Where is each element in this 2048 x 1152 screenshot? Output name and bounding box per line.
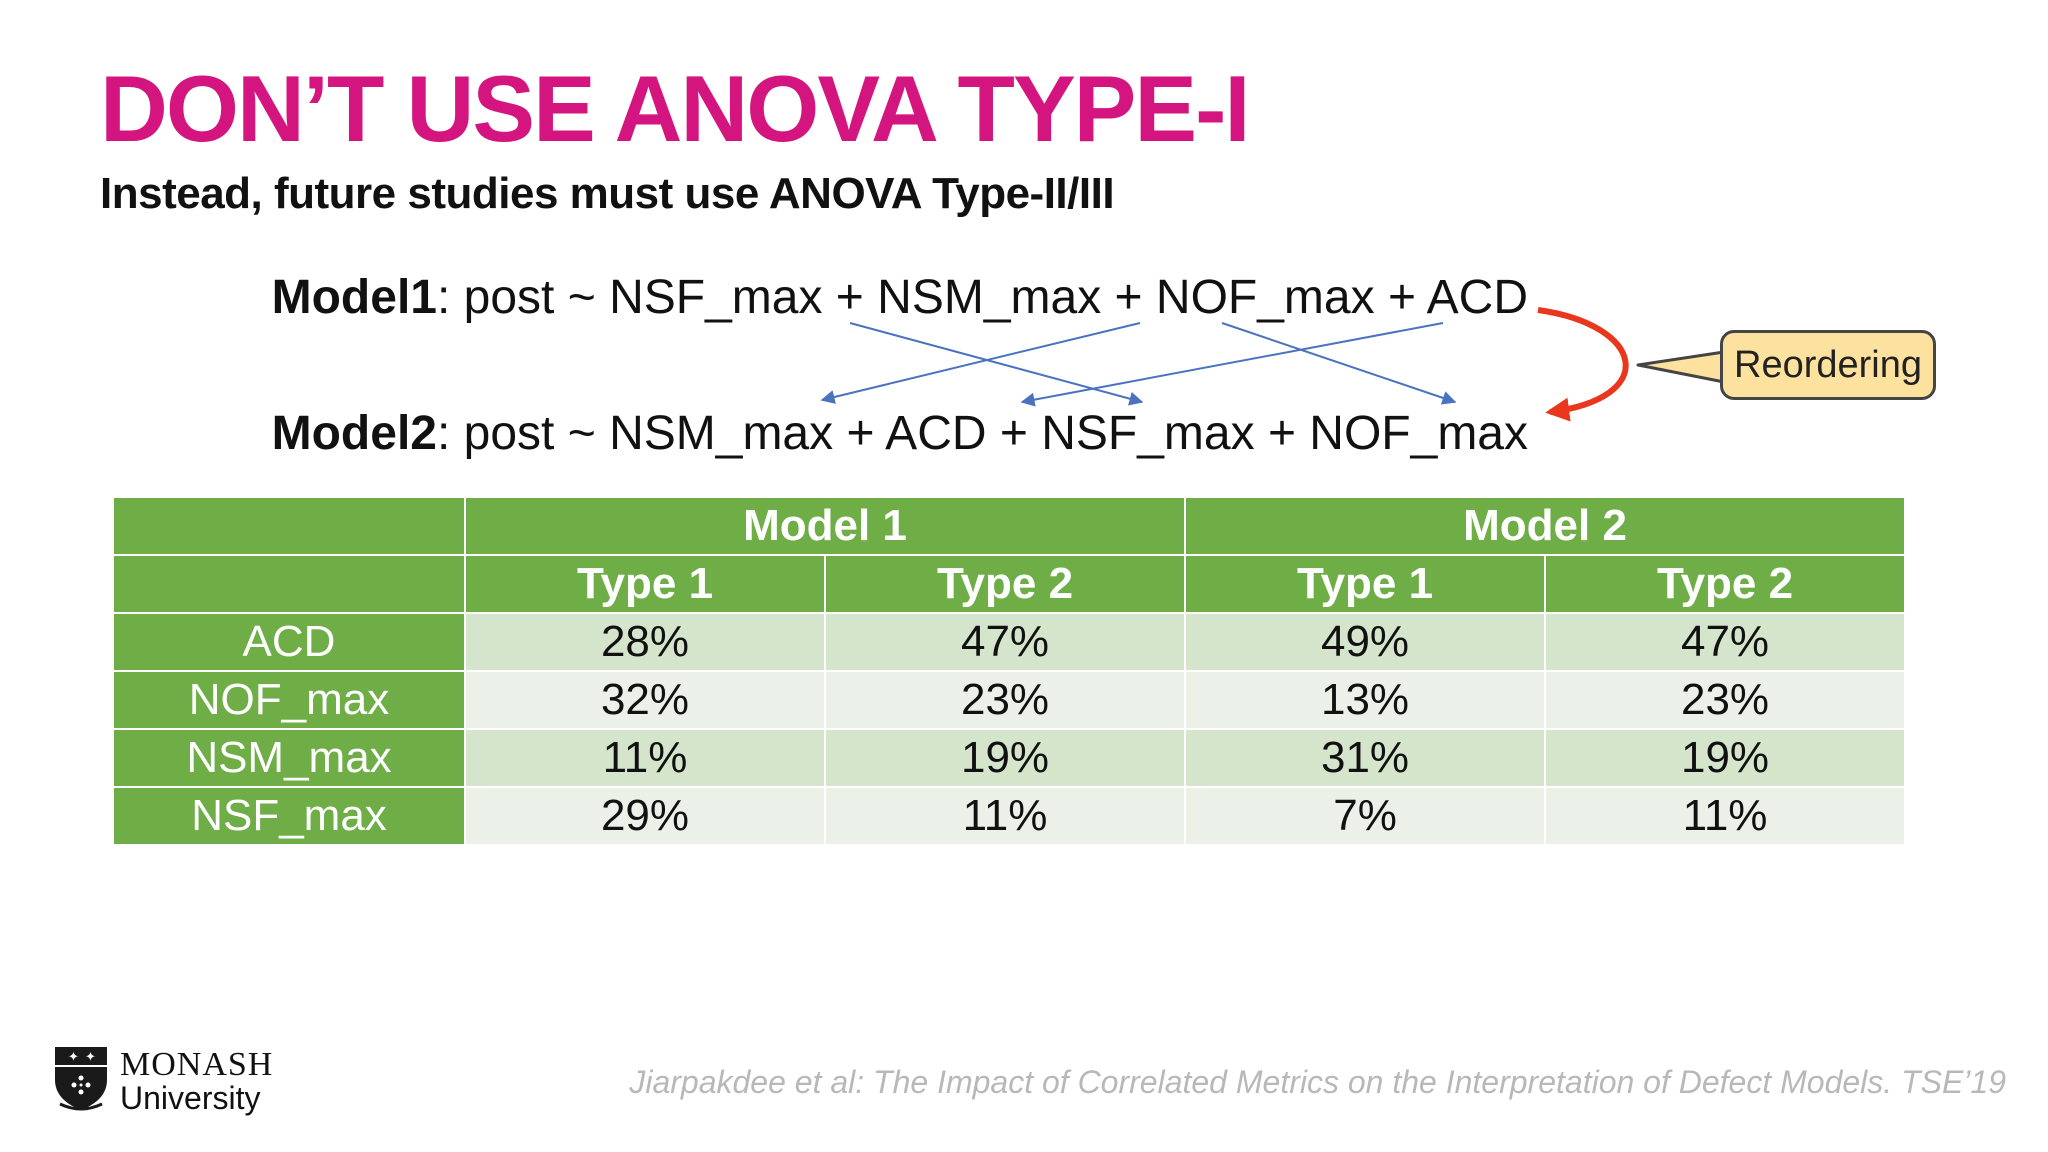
table-subheader-row: Type 1 Type 2 Type 1 Type 2 [112,554,1907,614]
table-cell: 28% [464,612,826,672]
table-cell: 11% [1544,786,1907,846]
reordering-callout: Reordering [1720,330,1936,400]
slide-subtitle: Instead, future studies must use ANOVA T… [100,169,1115,218]
table-cell: 11% [823,786,1187,846]
logo-wordmark-line1: MONASH [120,1046,274,1083]
subheader-model1-type1: Type 1 [464,554,826,614]
group-header-model-1: Model 1 [463,496,1187,556]
table-group-header-row: Model 1 Model 2 [112,496,1907,556]
anova-results-table: Model 1 Model 2 Type 1 Type 2 Type 1 Typ… [112,496,1907,846]
row-header: ACD [112,612,466,672]
connector-nsf [849,322,1144,406]
table-cell: 19% [1544,728,1907,788]
table-cell: 23% [1544,670,1907,730]
table-row: NSM_max 11% 19% 31% 19% [112,728,1907,788]
table-cell: 19% [823,728,1187,788]
table-corner-cell [112,496,466,556]
table-row: ACD 28% 47% 49% 47% [112,612,1907,672]
callout-pointer [1636,350,1726,384]
table-row: NSF_max 29% 11% 7% 11% [112,786,1907,846]
group-header-model-2: Model 2 [1184,496,1907,556]
monash-logo: ✦ ✦ MONASH University [52,1040,292,1116]
slide-title: DON’T USE ANOVA TYPE-I [100,56,1250,161]
table-corner-cell [112,554,466,614]
table-cell: 49% [1184,612,1547,672]
connector-nsm [820,322,1141,404]
crest-icon: ✦ ✦ [55,1047,107,1111]
citation: Jiarpakdee et al: The Impact of Correlat… [629,1064,2006,1100]
model1-label: Model1 [271,271,437,324]
subheader-model1-type2: Type 2 [823,554,1187,614]
table-cell: 13% [1184,670,1547,730]
model1-formula-text: : post ~ NSF_max + NSM_max + NOF_max + A… [436,271,1528,324]
connector-acd [1020,322,1444,407]
subheader-model2-type2: Type 2 [1544,554,1907,614]
table-cell: 11% [464,728,826,788]
model2-formula: Model2: post ~ NSM_max + ACD + NSF_max +… [272,410,1528,458]
table-cell: 47% [823,612,1187,672]
table-cell: 29% [464,786,826,846]
table-cell: 32% [464,670,826,730]
logo-wordmark-line2: University [120,1080,261,1116]
table-cell: 47% [1544,612,1907,672]
row-header: NSM_max [112,728,466,788]
connector-nof [1221,322,1457,405]
table-row: NOF_max 32% 23% 13% 23% [112,670,1907,730]
svg-text:✦: ✦ [68,1050,79,1065]
svg-text:✦: ✦ [85,1050,96,1065]
row-header: NSF_max [112,786,466,846]
reorder-arrow [1537,307,1629,422]
model2-formula-text: : post ~ NSM_max + ACD + NSF_max + NOF_m… [436,407,1528,460]
subheader-model2-type1: Type 1 [1184,554,1547,614]
model1-formula: Model1: post ~ NSF_max + NSM_max + NOF_m… [272,274,1528,322]
model2-label: Model2 [271,407,437,460]
table-cell: 23% [823,670,1187,730]
row-header: NOF_max [112,670,466,730]
table-cell: 31% [1184,728,1547,788]
table-cell: 7% [1184,786,1547,846]
